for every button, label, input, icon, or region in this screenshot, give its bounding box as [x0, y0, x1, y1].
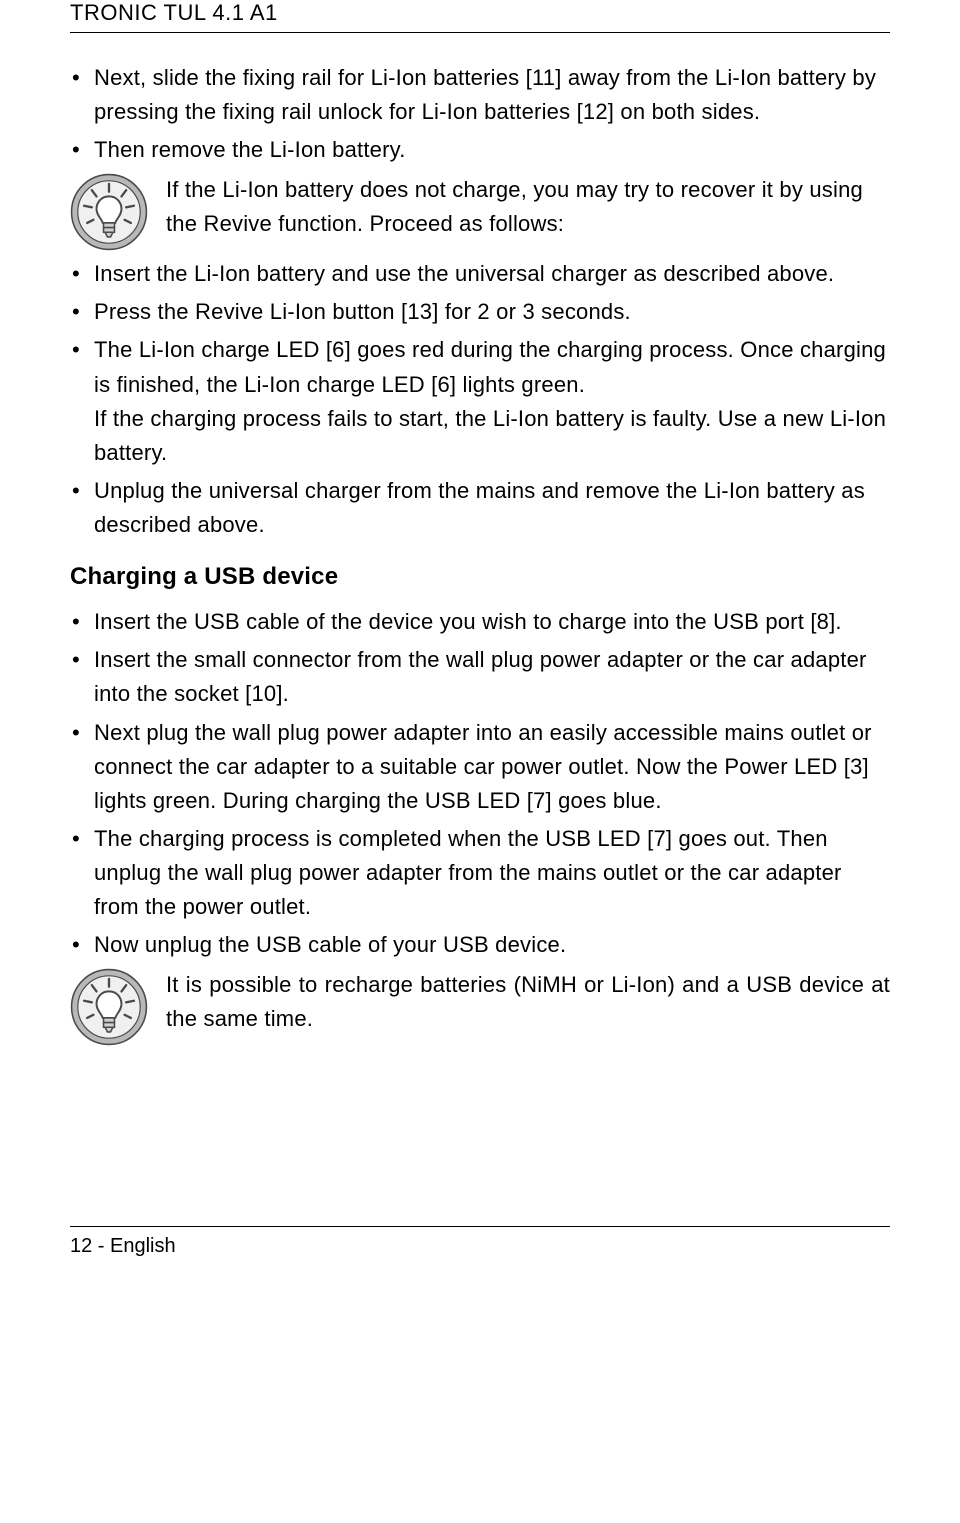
- list-item: Now unplug the USB cable of your USB dev…: [70, 928, 890, 962]
- list-item: The Li-Ion charge LED [6] goes red durin…: [70, 333, 890, 469]
- tip-text-2: It is possible to recharge batteries (Ni…: [166, 968, 890, 1036]
- tip-row-2: It is possible to recharge batteries (Ni…: [70, 968, 890, 1046]
- list-item: Insert the small connector from the wall…: [70, 643, 890, 711]
- lightbulb-icon: [70, 968, 148, 1046]
- list-item: Insert the USB cable of the device you w…: [70, 605, 890, 639]
- section-heading-usb: Charging a USB device: [70, 558, 890, 595]
- bullets-section2: Insert the USB cable of the device you w…: [70, 605, 890, 962]
- page-footer: 12 - English: [70, 1226, 890, 1258]
- page-header: TRONIC TUL 4.1 A1: [70, 0, 890, 33]
- list-item: Next plug the wall plug power adapter in…: [70, 716, 890, 818]
- page-number: 12 - English: [70, 1235, 176, 1257]
- list-item: Press the Revive Li-Ion button [13] for …: [70, 295, 890, 329]
- list-item: Unplug the universal charger from the ma…: [70, 474, 890, 542]
- list-item: The charging process is completed when t…: [70, 822, 890, 924]
- tip-row-1: If the Li-Ion battery does not charge, y…: [70, 173, 890, 251]
- tip-text-1: If the Li-Ion battery does not charge, y…: [166, 173, 890, 241]
- bullets-section1a: Next, slide the fixing rail for Li-Ion b…: [70, 61, 890, 167]
- list-item: Next, slide the fixing rail for Li-Ion b…: [70, 61, 890, 129]
- page-content: Next, slide the fixing rail for Li-Ion b…: [70, 61, 890, 1046]
- header-title: TRONIC TUL 4.1 A1: [70, 0, 890, 26]
- list-item: Then remove the Li-Ion battery.: [70, 133, 890, 167]
- lightbulb-icon: [70, 173, 148, 251]
- list-item: Insert the Li-Ion battery and use the un…: [70, 257, 890, 291]
- bullets-section1b: Insert the Li-Ion battery and use the un…: [70, 257, 890, 542]
